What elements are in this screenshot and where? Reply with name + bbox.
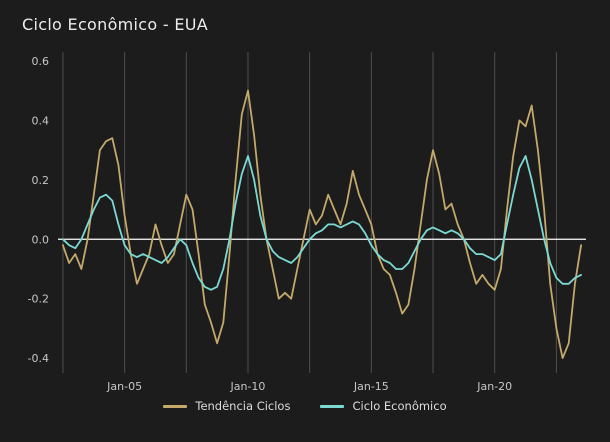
y-axis-tick-label: 0.0 (32, 233, 50, 246)
x-axis-tick-label: Jan-20 (476, 380, 512, 393)
legend-item-tendencia-ciclos: Tendência Ciclos (163, 399, 290, 413)
line-chart: 0.6 0.4 0.2 0.0 -0.2 -0.4 Jan-05 Jan-10 Jan-15 Ja… (28, 52, 586, 393)
legend-item-ciclo-economico: Ciclo Econômico (320, 399, 447, 413)
series-line-1 (62, 155, 582, 291)
y-axis-tick-label: -0.4 (28, 352, 49, 365)
chart-title: Ciclo Econômico - EUA (22, 15, 208, 34)
x-axis-tick-label: Jan-15 (353, 380, 389, 393)
y-axis-tick-label: 0.6 (32, 55, 50, 68)
series-line-0 (62, 89, 582, 360)
legend: Tendência Ciclos Ciclo Econômico (0, 399, 610, 413)
x-axis-tick-label: Jan-10 (230, 380, 266, 393)
y-axis-tick-label: 0.4 (32, 114, 50, 127)
legend-label-ciclo-economico: Ciclo Econômico (352, 399, 447, 413)
ciclo-economico-line-swatch (320, 404, 345, 408)
y-axis-tick-label: 0.2 (32, 174, 50, 187)
y-axis-tick-label: -0.2 (28, 293, 49, 306)
x-axis-tick-label: Jan-05 (106, 380, 142, 393)
tendencia-ciclos-line-swatch (163, 404, 188, 408)
legend-label-tendencia-ciclos: Tendência Ciclos (195, 399, 291, 413)
